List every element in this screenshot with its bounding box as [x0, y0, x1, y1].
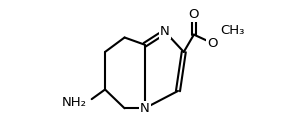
Text: O: O	[189, 8, 199, 21]
Text: N: N	[160, 25, 170, 38]
Text: O: O	[207, 37, 218, 50]
Text: NH₂: NH₂	[62, 96, 87, 109]
Text: CH₃: CH₃	[220, 24, 244, 37]
Text: N: N	[140, 102, 150, 115]
